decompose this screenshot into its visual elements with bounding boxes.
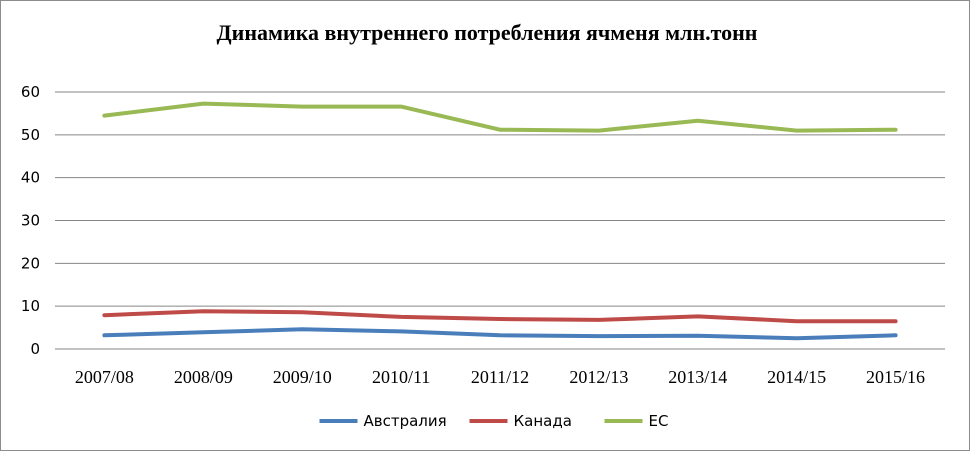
x-tick-label: 2010/11 bbox=[372, 367, 430, 387]
y-tick-label: 10 bbox=[21, 297, 40, 315]
legend: Австралия Канада ЕС bbox=[319, 412, 669, 430]
series-lines bbox=[102, 101, 898, 341]
y-tick-label: 60 bbox=[21, 83, 40, 101]
chart-title: Динамика внутреннего потребления ячменя … bbox=[217, 20, 758, 45]
series-line-2 bbox=[102, 101, 898, 133]
x-tick-label: 2009/10 bbox=[273, 367, 332, 387]
y-tick-label: 40 bbox=[21, 169, 40, 187]
series-line-1 bbox=[102, 309, 898, 324]
x-axis-ticks: 2007/08 2008/09 2009/10 2010/11 2011/12 2012/… bbox=[75, 367, 925, 387]
y-tick-label: 0 bbox=[30, 340, 40, 358]
legend-label-0: Австралия bbox=[364, 412, 447, 430]
x-tick-label: 2007/08 bbox=[75, 367, 134, 387]
x-tick-label: 2014/15 bbox=[767, 367, 826, 387]
x-tick-label: 2008/09 bbox=[174, 367, 233, 387]
x-tick-label: 2013/14 bbox=[668, 367, 727, 387]
y-axis-ticks: 0 10 20 30 40 50 60 bbox=[21, 83, 40, 358]
y-tick-label: 50 bbox=[21, 126, 40, 144]
y-tick-label: 30 bbox=[21, 212, 40, 230]
legend-label-2: ЕС bbox=[649, 412, 669, 430]
y-tick-label: 20 bbox=[21, 254, 40, 272]
x-tick-label: 2012/13 bbox=[569, 367, 628, 387]
gridlines bbox=[55, 91, 945, 350]
legend-label-1: Канада bbox=[514, 412, 572, 430]
x-tick-label: 2015/16 bbox=[866, 367, 925, 387]
x-tick-label: 2011/12 bbox=[471, 367, 529, 387]
series-line-0 bbox=[102, 327, 898, 341]
